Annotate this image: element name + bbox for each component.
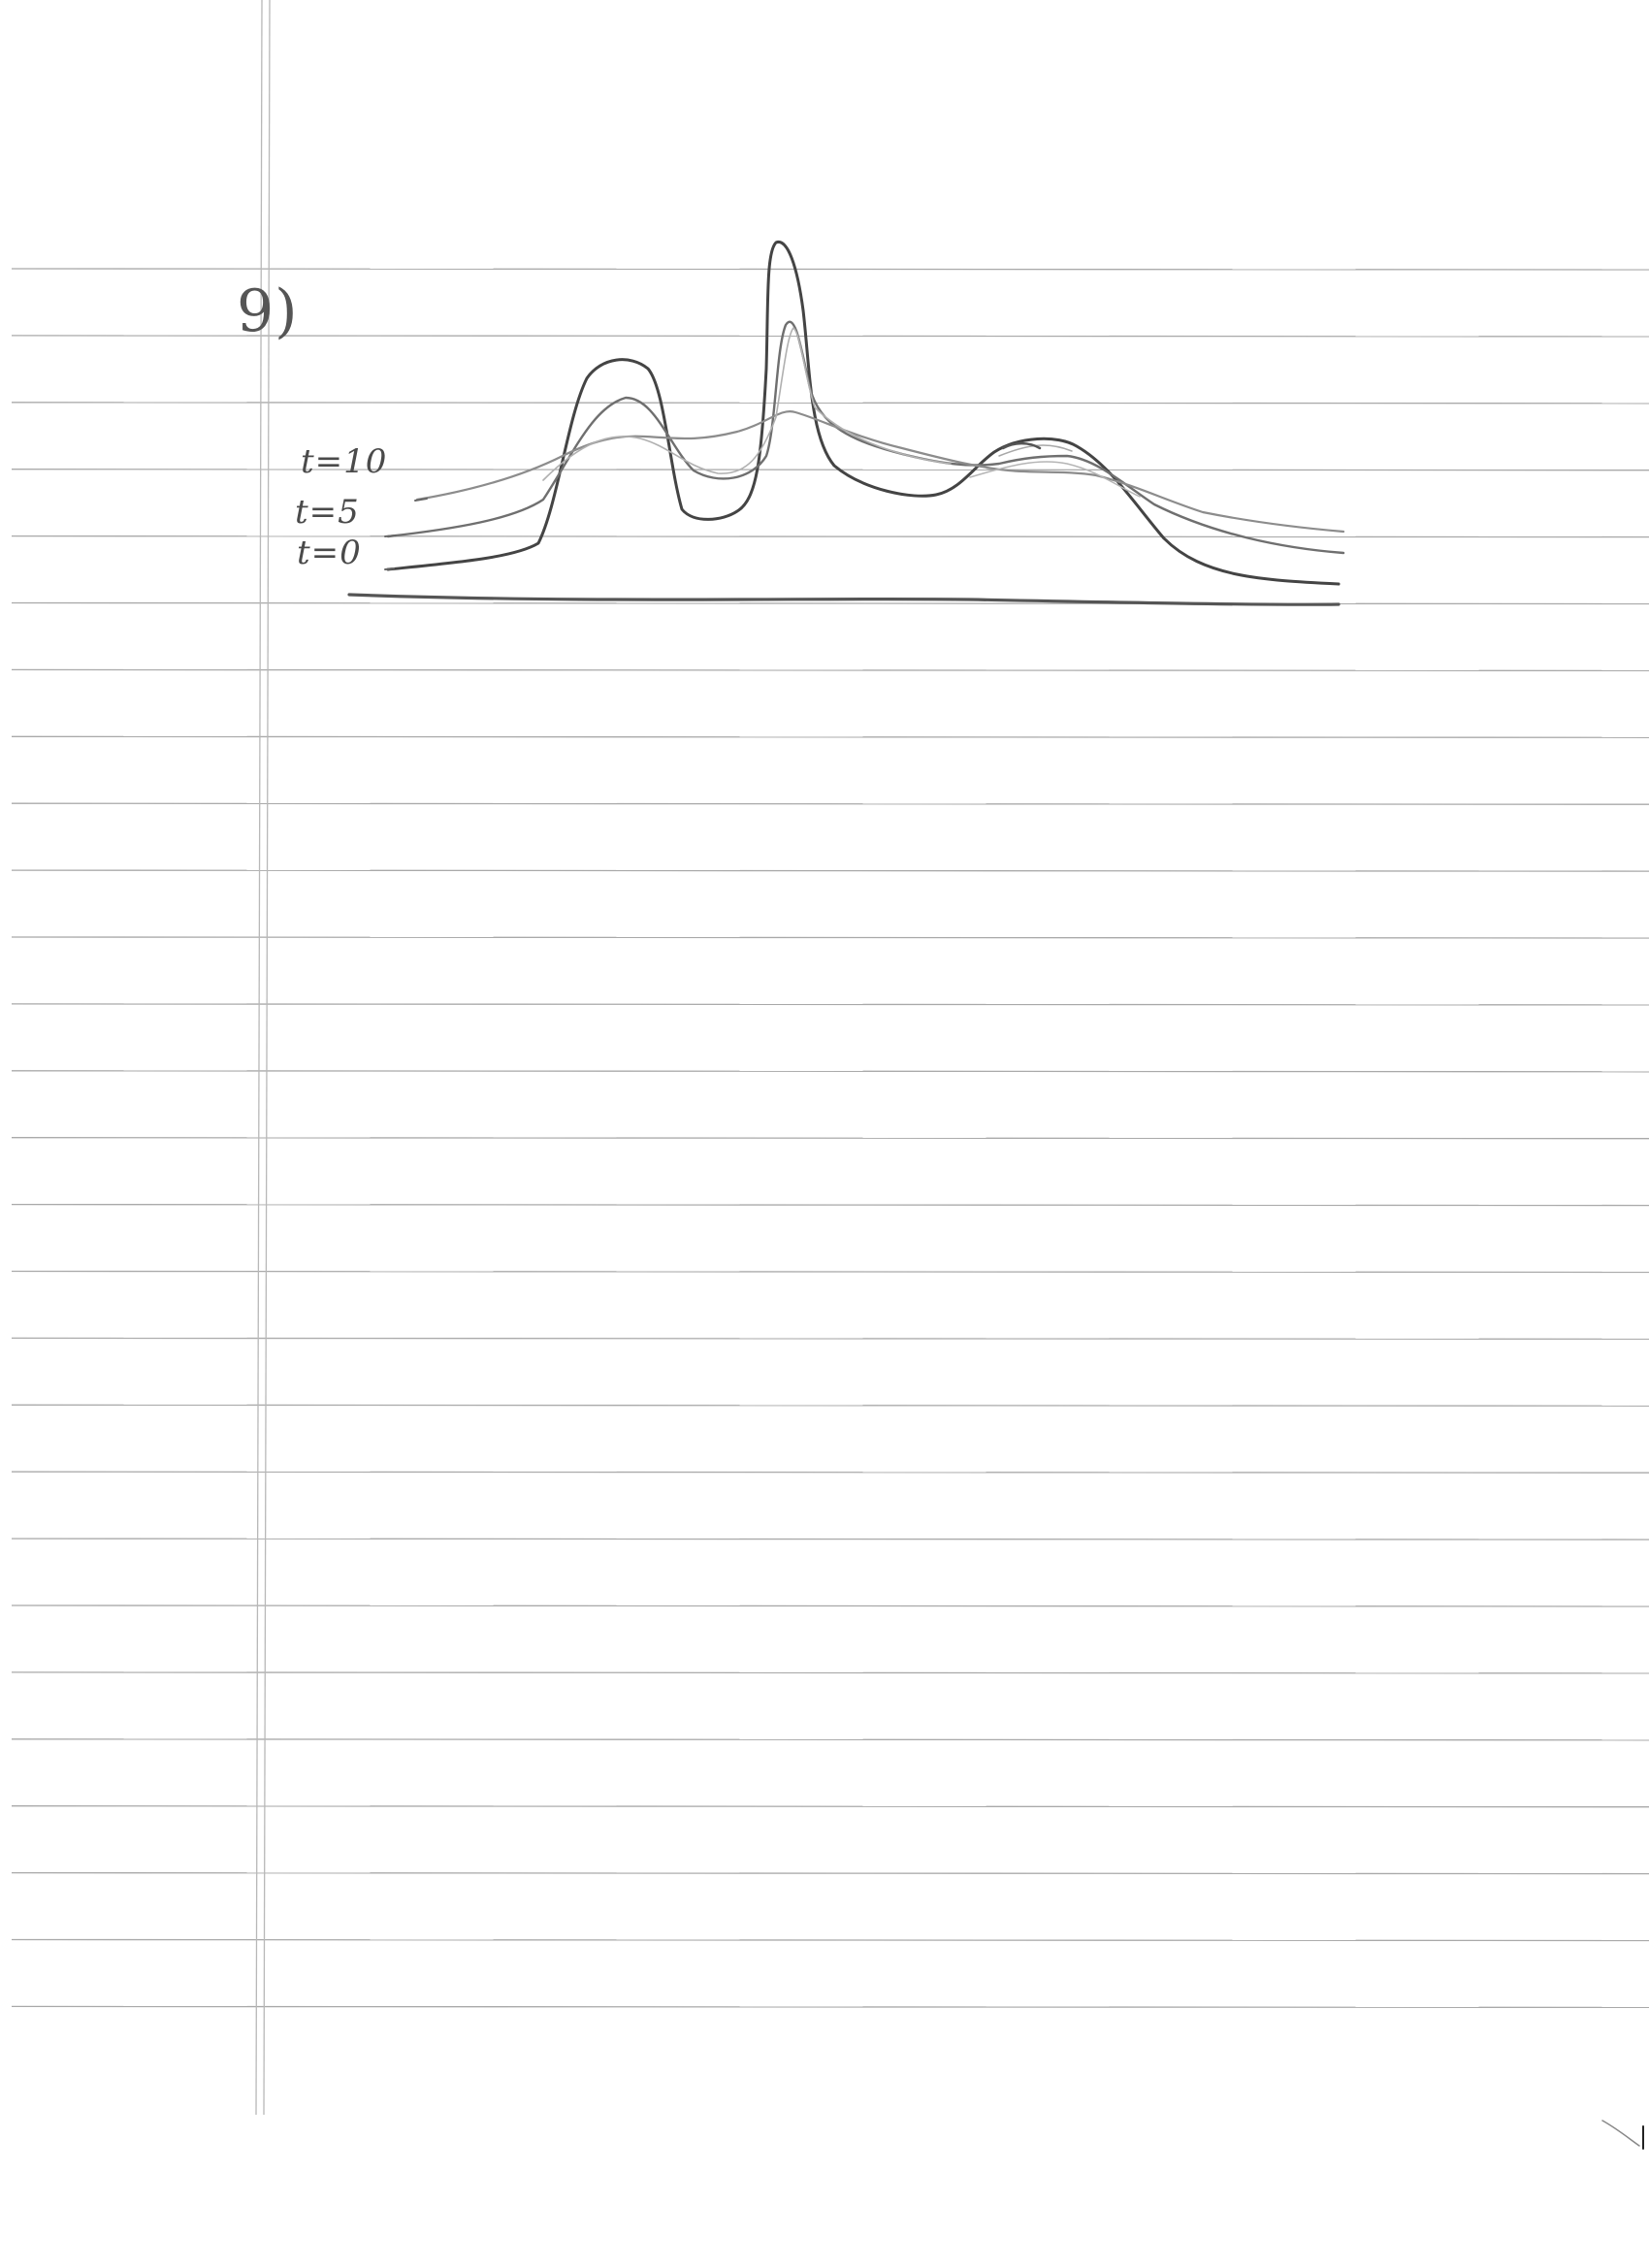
ruled-line <box>11 1871 1649 1875</box>
faint-sketch-stroke <box>542 327 952 481</box>
ruled-line <box>11 936 1649 939</box>
scan-mark <box>1601 2120 1640 2147</box>
ruled-line <box>11 535 1649 538</box>
curve-label-t10: t=10 <box>301 442 388 481</box>
ruled-line <box>11 1805 1649 1808</box>
margin-line <box>255 0 263 2116</box>
ruled-line <box>11 735 1649 738</box>
ruled-line <box>11 802 1649 805</box>
ruled-line <box>11 1938 1649 1942</box>
ruled-line <box>11 1738 1649 1741</box>
ruled-line <box>11 869 1649 872</box>
ruled-line <box>11 335 1649 338</box>
faint-sketch-stroke <box>1001 441 1042 450</box>
ruled-line <box>11 1471 1649 1474</box>
ruled-line <box>11 1404 1649 1407</box>
ruled-line <box>11 1070 1649 1073</box>
ruled-line <box>11 402 1649 405</box>
ruled-line <box>11 1604 1649 1607</box>
ruled-line <box>11 2005 1649 2009</box>
curve-label-t5: t=5 <box>295 493 360 532</box>
curve-label-t0: t=0 <box>297 534 362 572</box>
curve-t10 <box>415 410 1345 534</box>
baseline-axis <box>347 593 1341 606</box>
margin-line <box>263 0 271 2116</box>
ruled-line <box>11 1137 1649 1140</box>
problem-number: 9) <box>237 277 299 345</box>
ruled-line <box>11 1671 1649 1674</box>
curve-t0 <box>386 241 1341 586</box>
ruled-line <box>11 668 1649 672</box>
ruled-line <box>11 1003 1649 1006</box>
faint-sketch-stroke <box>969 461 1141 498</box>
label-leader-t0 <box>384 567 395 570</box>
label-leader-t10 <box>414 498 428 502</box>
ruled-line <box>11 1270 1649 1274</box>
ruled-line <box>11 268 1649 271</box>
ruled-line <box>11 1337 1649 1341</box>
ruled-line <box>11 601 1649 605</box>
label-leader-t5 <box>384 535 397 537</box>
ruled-line <box>11 1203 1649 1207</box>
